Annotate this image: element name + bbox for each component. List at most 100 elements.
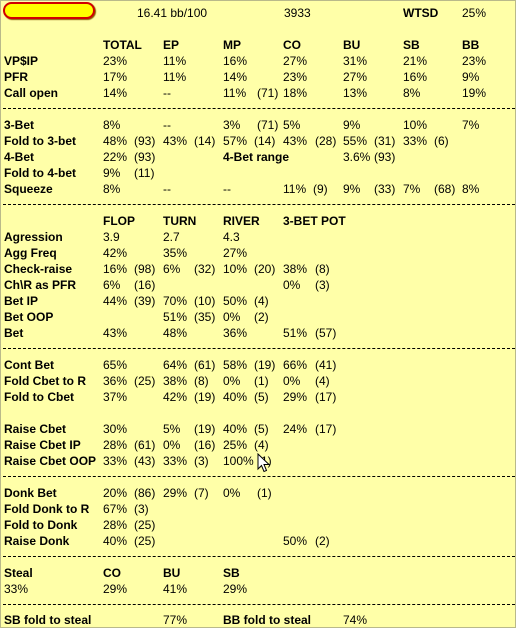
cell: 27% [223, 246, 248, 260]
col-sb: SB [403, 38, 420, 52]
cell: 11% [283, 182, 307, 196]
cell: 51% [283, 326, 308, 340]
cell: (17) [315, 390, 337, 404]
row-label: Ch\R as PFR [4, 278, 77, 292]
four-bet-range-label: 4-Bet range [223, 150, 290, 164]
bb-fold-to-steal-label: BB fold to steal [223, 613, 312, 627]
cell: (10) [194, 294, 216, 308]
cell: 37% [103, 390, 128, 404]
cell: 65% [103, 358, 128, 372]
row-label: Raise Donk [4, 534, 70, 548]
row-label: Bet OOP [4, 310, 54, 324]
steal-total: 33% [4, 582, 29, 596]
cell: (35) [194, 310, 216, 324]
cell: (93) [134, 150, 156, 164]
steal-bu: 41% [163, 582, 188, 596]
cell: (16) [134, 278, 156, 292]
cell: (6) [434, 134, 449, 148]
cell: (31) [374, 134, 396, 148]
cell: 67% [103, 502, 128, 516]
cell: 64% [163, 358, 188, 372]
cell: 29% [283, 390, 308, 404]
cell: 20% [103, 486, 128, 500]
cell: 7% [403, 182, 421, 196]
cell: 43% [283, 134, 308, 148]
cell: (5) [254, 390, 269, 404]
cell: (93) [134, 134, 156, 148]
steal-sb: 29% [223, 582, 248, 596]
cell: 17% [103, 70, 128, 84]
cell: 16% [103, 262, 128, 276]
wtsd-label: WTSD [403, 6, 439, 20]
steal-col-co: CO [103, 566, 121, 580]
row-label: Cont Bet [4, 358, 54, 372]
cell: (28) [315, 134, 337, 148]
steal-label: Steal [4, 566, 33, 580]
cell: 40% [223, 390, 248, 404]
col-bb: BB [462, 38, 480, 52]
cell: 58% [223, 358, 248, 372]
row-label: Raise Cbet [4, 422, 67, 436]
col-total: TOTAL [103, 38, 142, 52]
cell: 22% [103, 150, 128, 164]
cell: 23% [103, 54, 128, 68]
cell: (98) [134, 262, 156, 276]
cell: 30% [103, 422, 128, 436]
cell: 42% [103, 246, 128, 260]
player-name-badge[interactable] [3, 2, 95, 19]
cell: 9% [103, 166, 121, 180]
cell: 0% [223, 374, 241, 388]
cell: 0% [283, 278, 301, 292]
cell: 11% [163, 54, 187, 68]
col-mp: MP [223, 38, 241, 52]
cell: 36% [103, 374, 128, 388]
cell: 0% [283, 374, 301, 388]
cell: (2) [315, 534, 330, 548]
cell: 43% [103, 326, 128, 340]
row-label: Squeeze [4, 182, 53, 196]
cell: (14) [194, 134, 216, 148]
mouse-cursor-icon [257, 453, 271, 473]
cell: 7% [462, 118, 480, 132]
cell: 21% [403, 54, 428, 68]
row-label: 3-Bet [4, 118, 35, 132]
cell: 16% [223, 54, 248, 68]
cell: -- [163, 118, 171, 132]
row-label: Agression [4, 230, 63, 244]
cell: 19% [462, 86, 487, 100]
divider [3, 108, 515, 109]
cell: 42% [163, 390, 188, 404]
cell: (17) [315, 422, 337, 436]
divider [3, 204, 515, 205]
cell: (41) [315, 358, 337, 372]
divider [3, 348, 515, 349]
cell: 50% [283, 534, 308, 548]
cell: 8% [103, 182, 121, 196]
row-label: Bet IP [4, 294, 39, 308]
cell: (25) [134, 374, 156, 388]
cell: (61) [134, 438, 156, 452]
cell: 6% [103, 278, 121, 292]
cell: (86) [134, 486, 156, 500]
row-label: Call open [4, 86, 59, 100]
cell: (11) [134, 166, 155, 180]
cell: (4) [254, 294, 269, 308]
cell: 50% [223, 294, 248, 308]
divider [3, 556, 515, 557]
cell: (32) [194, 262, 216, 276]
cell: (19) [194, 422, 216, 436]
cell: (8) [194, 374, 209, 388]
wtsd-value: 25% [462, 6, 487, 20]
cell: -- [223, 182, 231, 196]
cell: 23% [462, 54, 487, 68]
cell: (57) [315, 326, 337, 340]
cell: 100% [223, 454, 254, 468]
row-label: Fold to 3-bet [4, 134, 76, 148]
cell: (19) [194, 390, 216, 404]
cell: 33% [163, 454, 188, 468]
cell: -- [163, 182, 171, 196]
sb-fold-to-steal-value: 77% [163, 613, 188, 627]
cell: 14% [223, 70, 248, 84]
cell: 66% [283, 358, 308, 372]
row-label: Donk Bet [4, 486, 57, 500]
